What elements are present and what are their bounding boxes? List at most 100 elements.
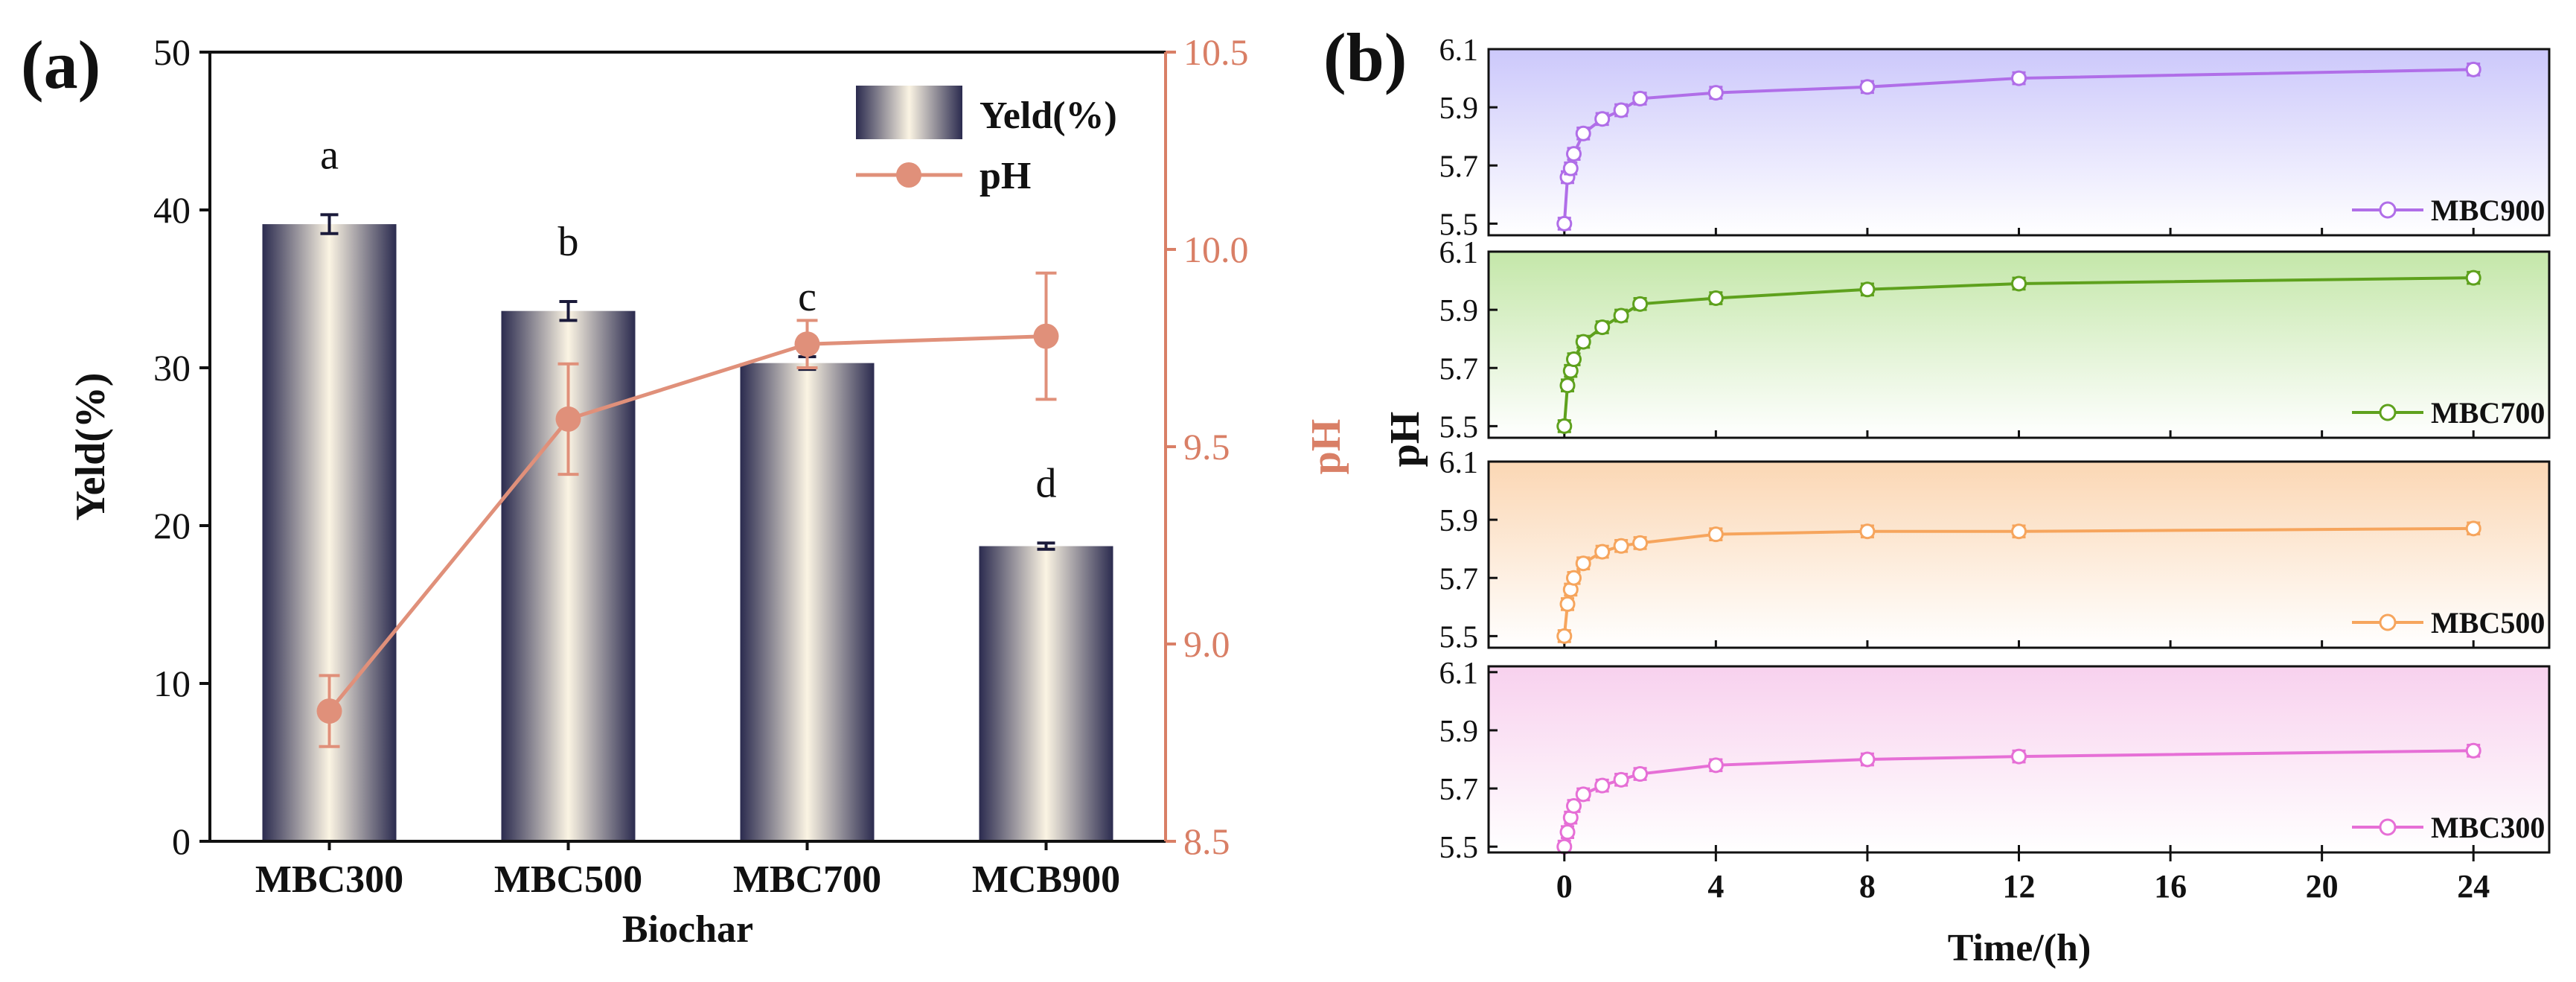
b-ytick-label: 5.5	[1439, 410, 1479, 444]
b-ytick-label: 5.7	[1439, 562, 1479, 596]
a-y2label: pH	[1303, 419, 1349, 475]
a-xtick-label: MBC700	[733, 858, 881, 901]
legend-yield-swatch	[856, 86, 962, 139]
significance-letter: c	[798, 274, 816, 320]
yield-bars	[262, 224, 1113, 842]
b-subpanels: 5.55.75.96.1MBC9005.55.75.96.1MBC7005.55…	[1439, 34, 2551, 865]
legend-marker-mbc300	[2379, 818, 2397, 836]
a-y2tick-label: 9.5	[1183, 426, 1230, 468]
b-xtick-label: 4	[1707, 868, 1724, 905]
legend-marker-mbc700	[2379, 404, 2397, 421]
b-ytick-label: 5.7	[1439, 352, 1479, 386]
series-point-mbc900	[1707, 85, 1724, 101]
subpanel-mbc900: 5.5 5.7 5.9 6.1 MBC900	[1439, 34, 2551, 242]
ph-point-mbc500	[555, 406, 581, 432]
b-ytick-label: 5.5	[1439, 620, 1479, 654]
b-xtick-label: 16	[2154, 868, 2187, 905]
subpanel-mbc300: 5.5 5.7 5.9 6.1 MBC300	[1439, 657, 2551, 865]
b-ytick-label: 5.9	[1439, 504, 1479, 538]
a-xlabel: Biochar	[622, 908, 753, 951]
legend-label-mbc700: MBC700	[2431, 396, 2545, 430]
series-point-mbc300	[1575, 786, 1591, 803]
series-point-mbc900	[2465, 61, 2481, 77]
a-y2tick-label: 10.0	[1183, 229, 1249, 270]
series-point-mbc300	[1613, 771, 1629, 788]
series-point-mbc300	[2465, 742, 2481, 759]
b-xtick-label: 8	[1859, 868, 1876, 905]
subpanel-mbc500: 5.5 5.7 5.9 6.1 MBC500	[1439, 446, 2551, 654]
a-left-ticks: 0 10 20 30 40 50	[153, 31, 210, 862]
yield-bar-mbc300	[262, 224, 397, 842]
a-right-ticks: 8.5 9.0 9.5 10.0 10.5	[1166, 31, 1249, 862]
legend-yield-label: Yeld(%)	[979, 95, 1117, 137]
series-point-mbc700	[2011, 275, 2027, 292]
b-ylabel: pH	[1382, 412, 1428, 468]
series-point-mbc500	[1613, 538, 1629, 554]
series-point-mbc300	[2011, 748, 2027, 765]
b-ytick-label: 5.9	[1439, 92, 1479, 126]
a-legend: Yeld(%) pH	[856, 86, 1117, 197]
ph-line	[327, 334, 1046, 712]
legend-ph-label: pH	[979, 155, 1031, 197]
series-point-mbc500	[1559, 596, 1576, 612]
series-point-mbc300	[1566, 798, 1582, 814]
legend-marker-mbc900	[2379, 201, 2397, 219]
a-ytick-label: 30	[153, 347, 191, 389]
series-point-mbc500	[1594, 543, 1611, 560]
series-point-mbc700	[2465, 270, 2481, 286]
ph-point-mbc300	[316, 698, 342, 724]
subpanel-mbc700: 5.5 5.7 5.9 6.1 MBC700	[1439, 236, 2551, 444]
series-point-mbc700	[1556, 418, 1573, 434]
b-ytick-label: 6.1	[1439, 657, 1479, 691]
b-xlabel: Time/(h)	[1948, 927, 2091, 969]
a-ytick-label: 50	[153, 31, 191, 73]
series-point-mbc900	[1562, 160, 1579, 176]
a-ylabel: Yeld(%)	[68, 372, 114, 520]
yield-error-bars	[320, 213, 1055, 551]
a-ytick-label: 40	[153, 189, 191, 231]
legend-label-mbc300: MBC300	[2431, 811, 2545, 844]
b-ytick-label: 5.5	[1439, 831, 1479, 865]
subpanel-background	[1489, 462, 2549, 648]
yield-bar-mbc700	[740, 363, 875, 841]
b-ytick-label: 6.1	[1439, 446, 1479, 480]
ph-point-mcb900	[1033, 323, 1059, 349]
series-point-mbc300	[1707, 757, 1724, 774]
b-ytick-label: 5.5	[1439, 208, 1479, 242]
b-ytick-label: 5.7	[1439, 773, 1479, 807]
series-point-mbc700	[1575, 334, 1591, 350]
series-point-mbc900	[1556, 215, 1573, 232]
yield-bar-mcb900	[979, 546, 1113, 841]
a-y2tick-label: 8.5	[1183, 820, 1230, 862]
panel-a-label: (a)	[21, 27, 100, 103]
series-point-mbc900	[1594, 111, 1611, 127]
panel-b-label: (b)	[1323, 19, 1407, 95]
a-ytick-label: 10	[153, 663, 191, 704]
series-point-mbc500	[2465, 520, 2481, 537]
panel-a: (a) a b c d 0 10 20 30 40 50 8.5 9.0 9.5 10.0 10.5 M…	[21, 27, 1349, 951]
a-xtick-label: MBC500	[494, 858, 642, 901]
significance-letters: a b c d	[320, 132, 1056, 506]
ph-point-mbc700	[794, 331, 820, 357]
legend-label-mbc500: MBC500	[2431, 606, 2545, 640]
series-point-mbc700	[1594, 319, 1611, 336]
a-ytick-label: 0	[172, 820, 191, 862]
b-xtick-label: 12	[2003, 868, 2036, 905]
b-ytick-label: 6.1	[1439, 34, 1479, 68]
a-ytick-label: 20	[153, 505, 191, 546]
a-xtick-label: MCB900	[972, 858, 1120, 901]
b-xtick-label: 0	[1556, 868, 1573, 905]
a-y2tick-label: 9.0	[1183, 623, 1230, 665]
b-ytick-label: 5.7	[1439, 150, 1479, 184]
significance-letter: d	[1036, 460, 1057, 506]
b-ytick-label: 6.1	[1439, 236, 1479, 270]
b-xtick-label: 20	[2306, 868, 2339, 905]
b-xtick-label: 24	[2457, 868, 2490, 905]
series-point-mbc500	[2011, 523, 2027, 540]
series-point-mbc500	[1566, 570, 1582, 586]
series-point-mbc700	[1566, 351, 1582, 368]
a-xtick-label: MBC300	[255, 858, 403, 901]
subpanel-frame	[1487, 48, 2551, 237]
legend-ph-marker	[896, 162, 921, 188]
